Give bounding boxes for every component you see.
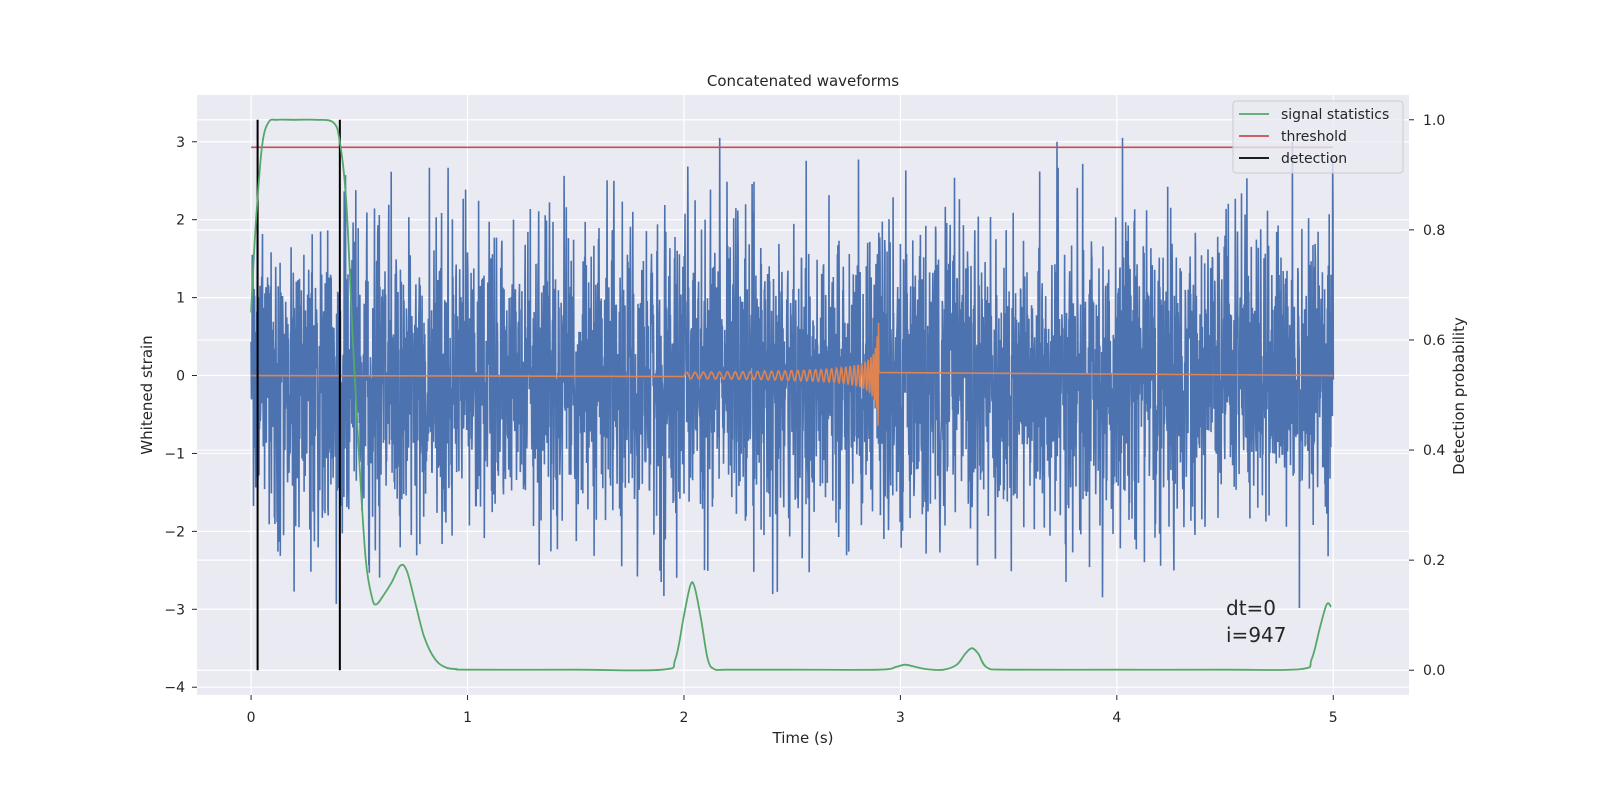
x-tick-label: 0 xyxy=(247,710,256,726)
y-tick-label: 3 xyxy=(176,135,185,151)
y2-tick-label: 1.0 xyxy=(1423,113,1445,129)
y2-tick-label: 0.6 xyxy=(1423,333,1445,349)
y-axis-left: −4 −3 −2 −1 0 1 2 3 xyxy=(164,135,197,696)
noise-series xyxy=(250,137,1335,609)
x-tick-label: 5 xyxy=(1329,710,1338,726)
y-tick-label: −3 xyxy=(164,602,185,618)
annotation-line-2: i=947 xyxy=(1226,623,1287,647)
x-axis: 0 1 2 3 4 5 xyxy=(247,695,1338,726)
y-tick-label: 2 xyxy=(176,213,185,229)
y-tick-label: −4 xyxy=(164,680,185,696)
x-tick-label: 4 xyxy=(1112,710,1121,726)
chart-title: Concatenated waveforms xyxy=(707,72,899,90)
y2-tick-label: 0.0 xyxy=(1423,663,1445,679)
y2-axis-label: Detection probability xyxy=(1450,317,1468,475)
chirp-series xyxy=(251,322,1334,426)
y-tick-label: 0 xyxy=(176,369,185,385)
chirp-line xyxy=(251,322,1334,426)
y2-tick-label: 0.8 xyxy=(1423,223,1445,239)
y2-tick-label: 0.2 xyxy=(1423,553,1445,569)
x-tick-label: 2 xyxy=(680,710,689,726)
x-tick-label: 3 xyxy=(896,710,905,726)
legend: signal statistics threshold detection xyxy=(1232,100,1404,174)
annotation: dt=0 i=947 xyxy=(1226,596,1287,647)
y-tick-label: −2 xyxy=(164,524,185,540)
y-tick-label: 1 xyxy=(176,291,185,307)
legend-label-detection: detection xyxy=(1281,151,1347,167)
legend-box xyxy=(1232,100,1404,174)
noise-line xyxy=(250,137,1335,609)
detection-series xyxy=(256,119,341,671)
x-axis-label: Time (s) xyxy=(772,729,834,747)
y-axis-label: Whitened strain xyxy=(138,335,156,454)
legend-label-signal-statistics: signal statistics xyxy=(1281,107,1389,123)
annotation-line-1: dt=0 xyxy=(1226,596,1276,620)
y2-tick-label: 0.4 xyxy=(1423,443,1445,459)
legend-label-threshold: threshold xyxy=(1281,129,1347,145)
signal-statistics-series xyxy=(250,118,1332,672)
x-tick-label: 1 xyxy=(463,710,472,726)
y-axis-right: 0.0 0.2 0.4 0.6 0.8 1.0 xyxy=(1409,113,1445,679)
signal-statistics-line xyxy=(250,118,1332,672)
y-tick-label: −1 xyxy=(164,446,185,462)
